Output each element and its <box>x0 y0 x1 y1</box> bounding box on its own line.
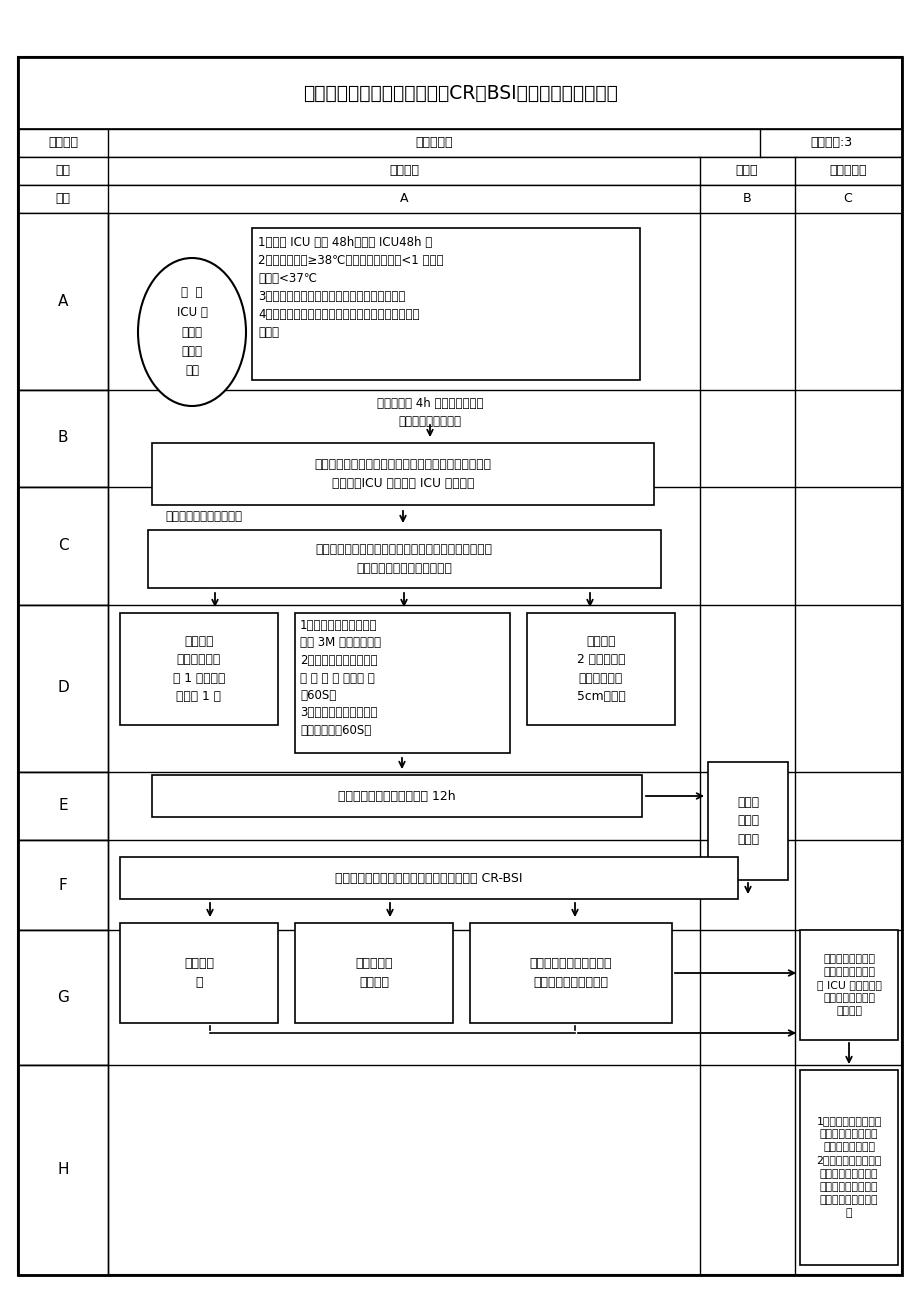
Text: 检验科: 检验科 <box>735 164 757 177</box>
Ellipse shape <box>138 258 245 406</box>
Bar <box>295 923 452 1023</box>
Bar <box>800 930 897 1040</box>
Bar <box>18 391 108 487</box>
Text: E: E <box>58 798 68 814</box>
Text: A: A <box>58 293 68 309</box>
Bar <box>152 775 641 816</box>
Bar <box>148 530 660 589</box>
Text: 管床护士每 4h 观察穿刺部位，
若发现以上疑似情况: 管床护士每 4h 观察穿刺部位， 若发现以上疑似情况 <box>377 397 482 428</box>
Text: 实施部门: 实施部门 <box>48 137 78 150</box>
Bar <box>119 613 278 725</box>
Bar <box>800 1070 897 1266</box>
Text: 临床医师根据微生物学监测结果判断是否为 CR-BSI: 临床医师根据微生物学监测结果判断是否为 CR-BSI <box>335 871 522 884</box>
Text: 中心静脉导管相关血液感染（CR－BSI）监测标准操作流程: 中心静脉导管相关血液感染（CR－BSI）监测标准操作流程 <box>302 83 617 103</box>
Bar <box>18 158 901 185</box>
Bar <box>18 772 108 840</box>
Bar <box>18 840 108 930</box>
Text: 通知医院感染监控专职人员和主管医生，提示医生填写
申请单，ICU 护士填写 ICU 患者日志: 通知医院感染监控专职人员和主管医生，提示医生填写 申请单，ICU 护士填写 IC… <box>314 458 491 490</box>
Text: 1、手清洁：无明显污染
使用 3M 速干手消毒液
2、血培养瓶口消毒：碘
伏 消 毒 一 遍，待 干
（60S）
3、抽血部位皮肤消毒：
碘伏，待干（60S）: 1、手清洁：无明显污染 使用 3M 速干手消毒液 2、血培养瓶口消毒：碘 伏 消… <box>300 618 380 737</box>
Text: F: F <box>59 878 67 892</box>
Bar <box>527 613 675 725</box>
Text: G: G <box>57 990 69 1005</box>
Bar <box>252 228 640 380</box>
Text: 阴性：报
告: 阴性：报 告 <box>184 957 214 990</box>
Text: 医师首先判断导管是否仍有保留的必要性。按导管保留
与否分别采用不同的送检方法: 医师首先判断导管是否仍有保留的必要性。按导管保留 与否分别采用不同的送检方法 <box>315 543 492 574</box>
Text: 阳性：涂片，镜检报告，
提供最终药敏鉴定报告: 阳性：涂片，镜检报告， 提供最终药敏鉴定报告 <box>529 957 611 988</box>
Bar <box>708 762 788 880</box>
Text: 流程编号:3: 流程编号:3 <box>809 137 851 150</box>
Text: B: B <box>58 431 68 445</box>
Bar <box>18 487 108 605</box>
Text: C: C <box>843 193 851 206</box>
Bar <box>18 214 108 391</box>
Text: B: B <box>742 193 751 206</box>
Text: C: C <box>58 539 68 553</box>
Bar <box>18 129 901 158</box>
Bar <box>119 923 278 1023</box>
Bar <box>152 443 653 505</box>
Bar <box>119 857 737 898</box>
Text: 在患者寒颤或发热时采血: 在患者寒颤或发热时采血 <box>165 510 242 523</box>
Bar <box>18 57 901 129</box>
Text: 送化验室，室温放置不超过 12h: 送化验室，室温放置不超过 12h <box>338 789 455 802</box>
Text: 住  进
ICU 有
中心静
脉插管
患者: 住 进 ICU 有 中心静 脉插管 患者 <box>176 286 207 378</box>
Bar <box>18 605 108 772</box>
Text: 拔除导管
2 个外周静脉
血、导管尖端
5cm或整根: 拔除导管 2 个外周静脉 血、导管尖端 5cm或整根 <box>576 635 625 703</box>
Text: 临床科室: 临床科室 <box>389 164 418 177</box>
Bar <box>18 185 901 214</box>
Bar <box>18 1065 108 1275</box>
Text: H: H <box>57 1163 69 1177</box>
Text: 保留导管
外周经脉血静
脉 1 份；中心
静脉血 1 份: 保留导管 外周经脉血静 脉 1 份；中心 静脉血 1 份 <box>173 635 225 703</box>
Text: 实验室
提供培
养结果: 实验室 提供培 养结果 <box>736 796 758 846</box>
Text: A: A <box>400 193 408 206</box>
Bar <box>295 613 509 753</box>
Text: D: D <box>57 681 69 695</box>
Text: 1、住进 ICU 超过 48h，转出 ICU48h 内
2、发热，体温≥38℃，寒颤或低血压，<1 岁的患
者体温<37℃
3、静脉穿刺部位有脓液、渗出物、弥漫: 1、住进 ICU 超过 48h，转出 ICU48h 内 2、发热，体温≥38℃，… <box>257 236 443 339</box>
Text: 病程记录，
护理记录: 病程记录， 护理记录 <box>355 957 392 990</box>
Text: 节点: 节点 <box>55 193 71 206</box>
Text: 感染管理科: 感染管理科 <box>828 164 866 177</box>
Text: 医院感染监控专职
人员每天安排时间
到 ICU 收集数据，
同时观察与感染有
关的因素: 医院感染监控专职 人员每天安排时间 到 ICU 收集数据， 同时观察与感染有 关… <box>816 953 880 1017</box>
Text: 1、每天由医院感染监
控专职人员记录数据
并对数据进行整理
2、统计中心静脉导管
使用率及其相关血液
感染率，并与科室进
行交流，给予合理建
议: 1、每天由医院感染监 控专职人员记录数据 并对数据进行整理 2、统计中心静脉导管… <box>815 1116 880 1219</box>
Bar <box>470 923 671 1023</box>
Bar <box>18 930 108 1065</box>
Text: 感染管理科: 感染管理科 <box>414 137 452 150</box>
Text: 单元: 单元 <box>55 164 71 177</box>
